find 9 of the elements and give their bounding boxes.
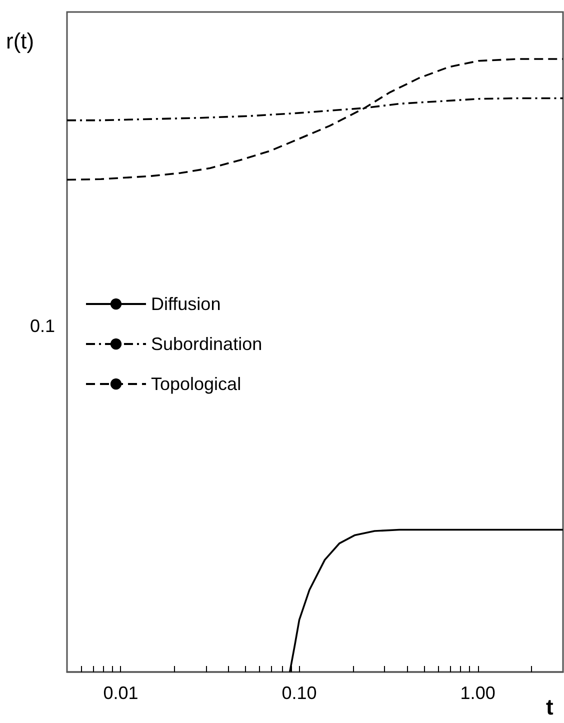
y-axis-title: r(t) — [6, 28, 34, 54]
text: 0.1 — [30, 316, 56, 336]
legend-label: Subordination — [151, 334, 262, 354]
x-tick-label: 0.01 — [103, 683, 138, 703]
legend-label: Topological — [151, 374, 242, 394]
x-tick-label: 1.00 — [460, 683, 496, 703]
legend-label: Diffusion — [151, 294, 221, 314]
x-axis-title: t — [546, 694, 554, 720]
x-tick-label: 0.10 — [282, 683, 317, 703]
